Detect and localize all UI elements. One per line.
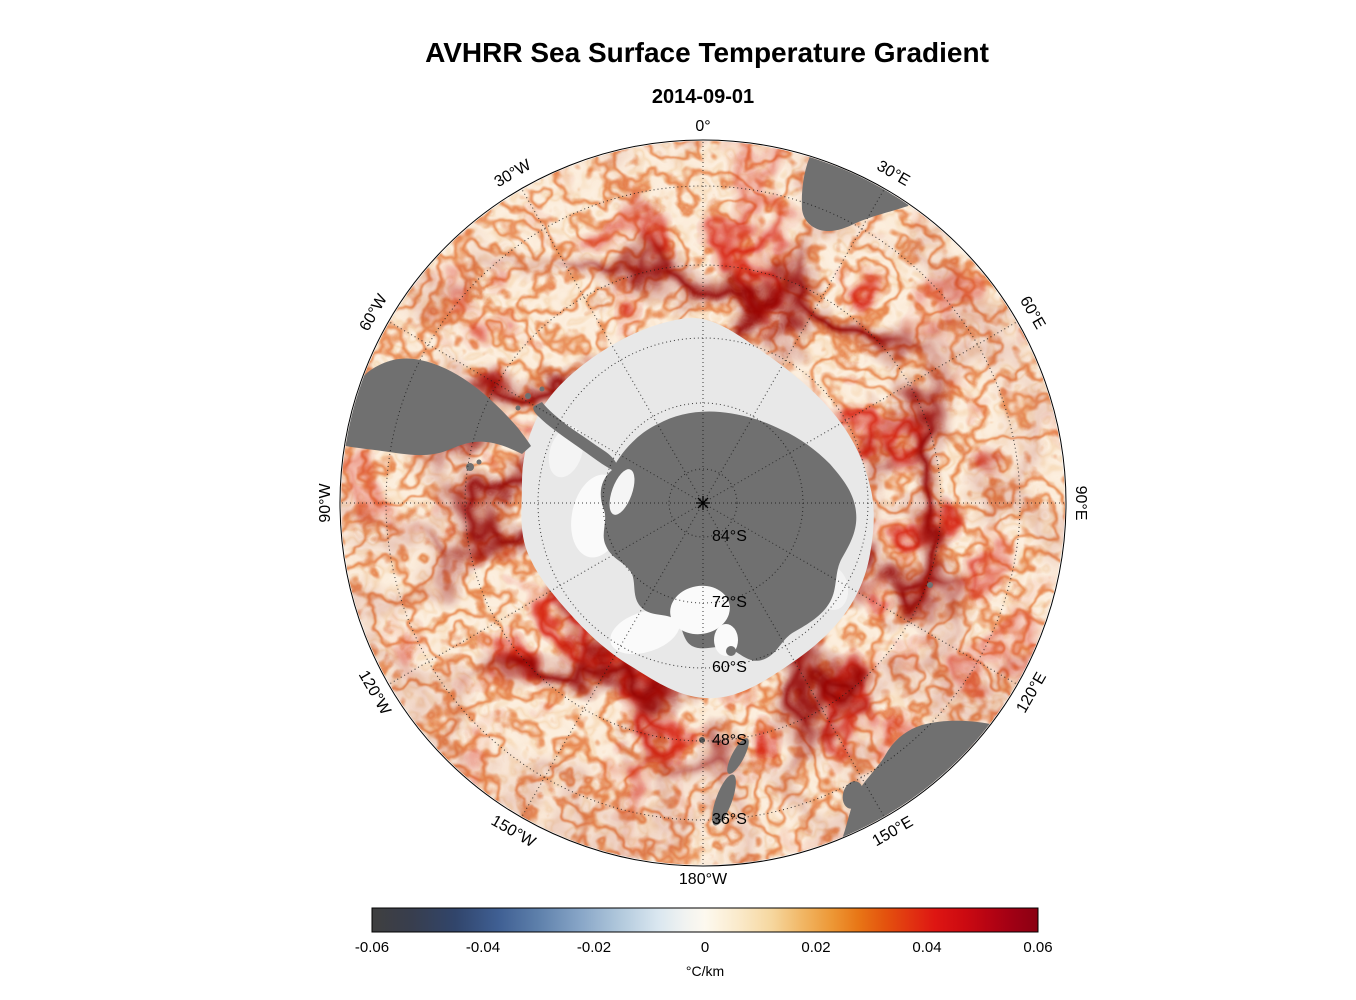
colorbar-unit-label: °C/km: [686, 963, 724, 979]
graticule: [340, 140, 1066, 866]
island-kerguelen: [927, 582, 933, 588]
meridian-label-60e: 60°E: [1016, 294, 1048, 333]
parallel-label-60s: 60°S: [712, 659, 747, 676]
meridian-label-90w: 90°W: [317, 482, 334, 522]
pole-marker: [696, 496, 710, 510]
figure-title: AVHRR Sea Surface Temperature Gradient: [425, 37, 989, 68]
meridian-label-30e: 30°E: [874, 158, 913, 190]
colorbar-tick: 0.02: [801, 939, 830, 956]
new-zealand-south-island: [712, 774, 736, 826]
colorbar-tick: 0: [701, 939, 709, 956]
island-falklands: [476, 459, 482, 465]
colorbar: -0.06 -0.04 -0.02 0 0.02 0.04 0.06 °C/km: [355, 907, 1053, 979]
weddell-ice-tongue: [609, 469, 635, 515]
island: [515, 405, 521, 411]
colorbar-bar: [371, 907, 1039, 933]
parallel-label-72s: 72°S: [712, 594, 747, 611]
ross-ice-shelf: [670, 585, 730, 635]
figure-subtitle: 2014-09-01: [652, 86, 754, 108]
island: [699, 737, 705, 743]
parallel-labels: 84°S 72°S 60°S 48°S 36°S: [712, 528, 747, 828]
island: [539, 386, 545, 392]
parallel-label-36s: 36°S: [712, 811, 747, 828]
polar-map: 0° 30°E 60°E 90°E 120°E 150°E 180°W 150°…: [317, 118, 1089, 888]
map-boundary: [339, 139, 1067, 867]
map-content: [341, 141, 1065, 865]
south-america: [341, 358, 531, 456]
meridian-label-90e: 90°E: [1072, 486, 1089, 521]
antarctica: [600, 411, 857, 661]
meridian-label-0: 0°: [695, 118, 710, 135]
colorbar-tick: -0.02: [577, 939, 611, 956]
new-zealand-north-island: [727, 738, 749, 774]
meridian-label-30w: 30°W: [492, 156, 535, 191]
colorbar-tick: -0.06: [355, 939, 389, 956]
meridian-label-180w: 180°W: [679, 871, 728, 888]
antarctic-peninsula: [533, 402, 618, 470]
colorbar-tick: 0.06: [1023, 939, 1052, 956]
colorbar-tick-labels: -0.06 -0.04 -0.02 0 0.02 0.04 0.06: [355, 939, 1053, 956]
ice-shelf-patch: [610, 609, 680, 655]
island: [525, 393, 531, 399]
parallel-label-48s: 48°S: [712, 732, 747, 749]
island: [726, 646, 736, 656]
meridian-label-60w: 60°W: [357, 291, 392, 334]
colorbar-tick: 0.04: [912, 939, 941, 956]
island-falklands: [466, 463, 474, 471]
tasmania: [842, 781, 864, 809]
parallel-label-84s: 84°S: [712, 528, 747, 545]
colorbar-tick: -0.04: [466, 939, 500, 956]
